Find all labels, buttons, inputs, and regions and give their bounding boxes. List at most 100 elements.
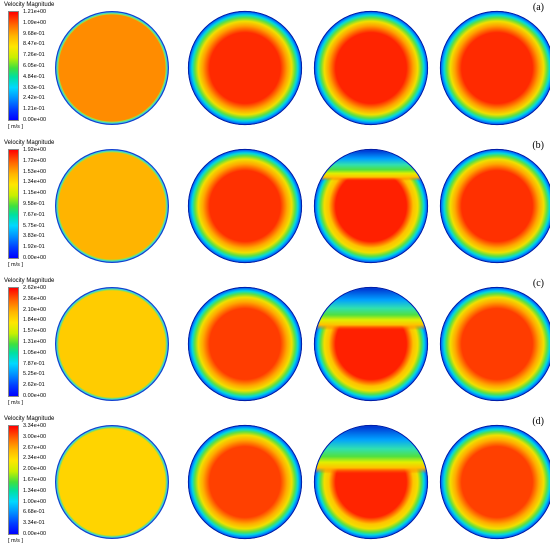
disk-core (58, 152, 166, 260)
velocity-contour-disk (439, 148, 550, 264)
color-legend: Velocity Magnitude 1.92e+00 1.72e+00 1.53e+… (4, 140, 54, 270)
disk-core (440, 425, 550, 539)
legend-title: Velocity Magnitude (4, 2, 55, 8)
legend-tick-label: 2.00e+00 (23, 466, 47, 473)
disk-core (188, 287, 302, 401)
legend-title: Velocity Magnitude (4, 416, 55, 422)
legend-tick-label: 3.34e+00 (23, 423, 47, 429)
colorbar (8, 287, 19, 397)
disk-core (440, 287, 550, 401)
legend-tick-label: 0.00e+00 (23, 531, 47, 537)
legend-tick-label: 2.62e+00 (23, 285, 47, 291)
velocity-contour-disk (55, 149, 169, 263)
legend-unit: [ m/s ] (8, 262, 23, 268)
disk-core (188, 11, 302, 125)
panel-label: (a) (532, 2, 544, 13)
legend-unit: [ m/s ] (8, 124, 23, 130)
velocity-contour-disk (55, 11, 169, 125)
legend-tick-label: 6.05e-01 (23, 63, 45, 69)
legend-tick-label: 9.58e-01 (23, 201, 45, 207)
legend-tick-label: 3.34e-01 (23, 520, 45, 527)
legend-tick-label: 1.84e+00 (23, 317, 47, 324)
legend-tick-label: 2.62e-01 (23, 382, 45, 389)
legend-tick-label: 1.00e+00 (23, 498, 47, 505)
legend-tick-label: 1.31e+00 (23, 339, 47, 345)
legend-tick-label: 1.09e+00 (23, 19, 47, 26)
velocity-contour-disk (313, 148, 429, 264)
panel-row: Velocity Magnitude 2.62e+00 2.36e+00 2.10e+… (0, 276, 550, 414)
velocity-contour-disk (313, 286, 429, 402)
legend-tick-label: 1.15e+00 (23, 190, 47, 197)
color-legend: Velocity Magnitude 2.62e+00 2.36e+00 2.10e+… (4, 278, 54, 408)
panel-label: (d) (532, 416, 544, 427)
colorbar (8, 425, 19, 535)
legend-tick-label: 1.21e+00 (23, 9, 47, 15)
legend-tick-label: 1.92e+00 (23, 147, 47, 153)
panel-label: (c) (532, 278, 544, 289)
disk-core (440, 149, 550, 263)
disk-top-low-velocity-zone (315, 150, 427, 262)
panel-row: Velocity Magnitude 3.34e+00 3.00e+00 2.67e+… (0, 414, 550, 552)
legend-tick-label: 5.75e-01 (23, 222, 45, 229)
legend-tick-label: 9.68e-01 (23, 30, 45, 37)
legend-unit: [ m/s ] (8, 400, 23, 406)
legend-tick-label: 7.26e-01 (23, 52, 45, 59)
legend-tick-label: 1.34e+00 (23, 179, 47, 186)
legend-tick-label: 6.68e-01 (23, 509, 45, 516)
legend-tick-label: 1.53e+00 (23, 168, 47, 175)
legend-tick-label: 1.57e+00 (23, 328, 47, 335)
color-legend: Velocity Magnitude 1.21e+00 1.09e+00 9.68e-… (4, 2, 54, 132)
legend-tick-label: 1.21e-01 (23, 106, 45, 113)
disk-top-low-velocity-zone (315, 426, 427, 538)
disk-core (58, 428, 166, 536)
legend-unit: [ m/s ] (8, 538, 23, 544)
disk-core (58, 290, 166, 398)
legend-title: Velocity Magnitude (4, 278, 55, 284)
legend-tick-label: 5.25e-01 (23, 371, 45, 378)
legend-tick-label: 2.42e-01 (23, 95, 45, 102)
colorbar (8, 149, 19, 259)
velocity-contour-disk (55, 425, 169, 539)
legend-tick-label: 7.67e-01 (23, 211, 45, 218)
panel-label: (b) (532, 140, 544, 151)
legend-tick-label: 2.10e+00 (23, 306, 47, 313)
disk-core (188, 149, 302, 263)
velocity-contour-disk (187, 424, 303, 540)
color-legend: Velocity Magnitude 3.34e+00 3.00e+00 2.67e+… (4, 416, 54, 546)
legend-tick-label: 1.67e+00 (23, 477, 47, 483)
velocity-contour-disk (55, 287, 169, 401)
panel-row: Velocity Magnitude 1.92e+00 1.72e+00 1.53e+… (0, 138, 550, 276)
colorbar (8, 11, 19, 121)
legend-tick-label: 3.63e-01 (23, 84, 45, 91)
disk-top-low-velocity-zone (315, 288, 427, 400)
velocity-contour-disk (313, 10, 429, 126)
legend-tick-label: 0.00e+00 (23, 393, 47, 399)
legend-tick-label: 1.92e-01 (23, 244, 45, 251)
legend-tick-label: 1.05e+00 (23, 349, 47, 356)
legend-tick-label: 3.83e-01 (23, 233, 45, 240)
legend-tick-label: 4.84e-01 (23, 73, 45, 80)
legend-tick-label: 2.34e+00 (23, 455, 47, 462)
panel-row: Velocity Magnitude 1.21e+00 1.09e+00 9.68e-… (0, 0, 550, 138)
velocity-contour-disk (439, 424, 550, 540)
velocity-contour-disk (439, 286, 550, 402)
legend-tick-label: 0.00e+00 (23, 117, 47, 123)
velocity-contour-disk (187, 10, 303, 126)
legend-tick-label: 2.36e+00 (23, 295, 47, 302)
disk-core (440, 11, 550, 125)
velocity-contour-disk (187, 286, 303, 402)
disk-core (314, 11, 428, 125)
legend-tick-label: 8.47e-01 (23, 41, 45, 48)
legend-tick-label: 1.34e+00 (23, 487, 47, 494)
disk-core (58, 14, 166, 122)
legend-tick-label: 0.00e+00 (23, 255, 47, 261)
legend-tick-label: 3.00e+00 (23, 433, 47, 440)
velocity-contour-disk (439, 10, 550, 126)
legend-tick-label: 7.87e-01 (23, 360, 45, 367)
legend-tick-label: 1.72e+00 (23, 157, 47, 164)
legend-tick-label: 2.67e+00 (23, 444, 47, 451)
legend-title: Velocity Magnitude (4, 140, 55, 146)
disk-core (188, 425, 302, 539)
velocity-contour-disk (187, 148, 303, 264)
velocity-contour-disk (313, 424, 429, 540)
